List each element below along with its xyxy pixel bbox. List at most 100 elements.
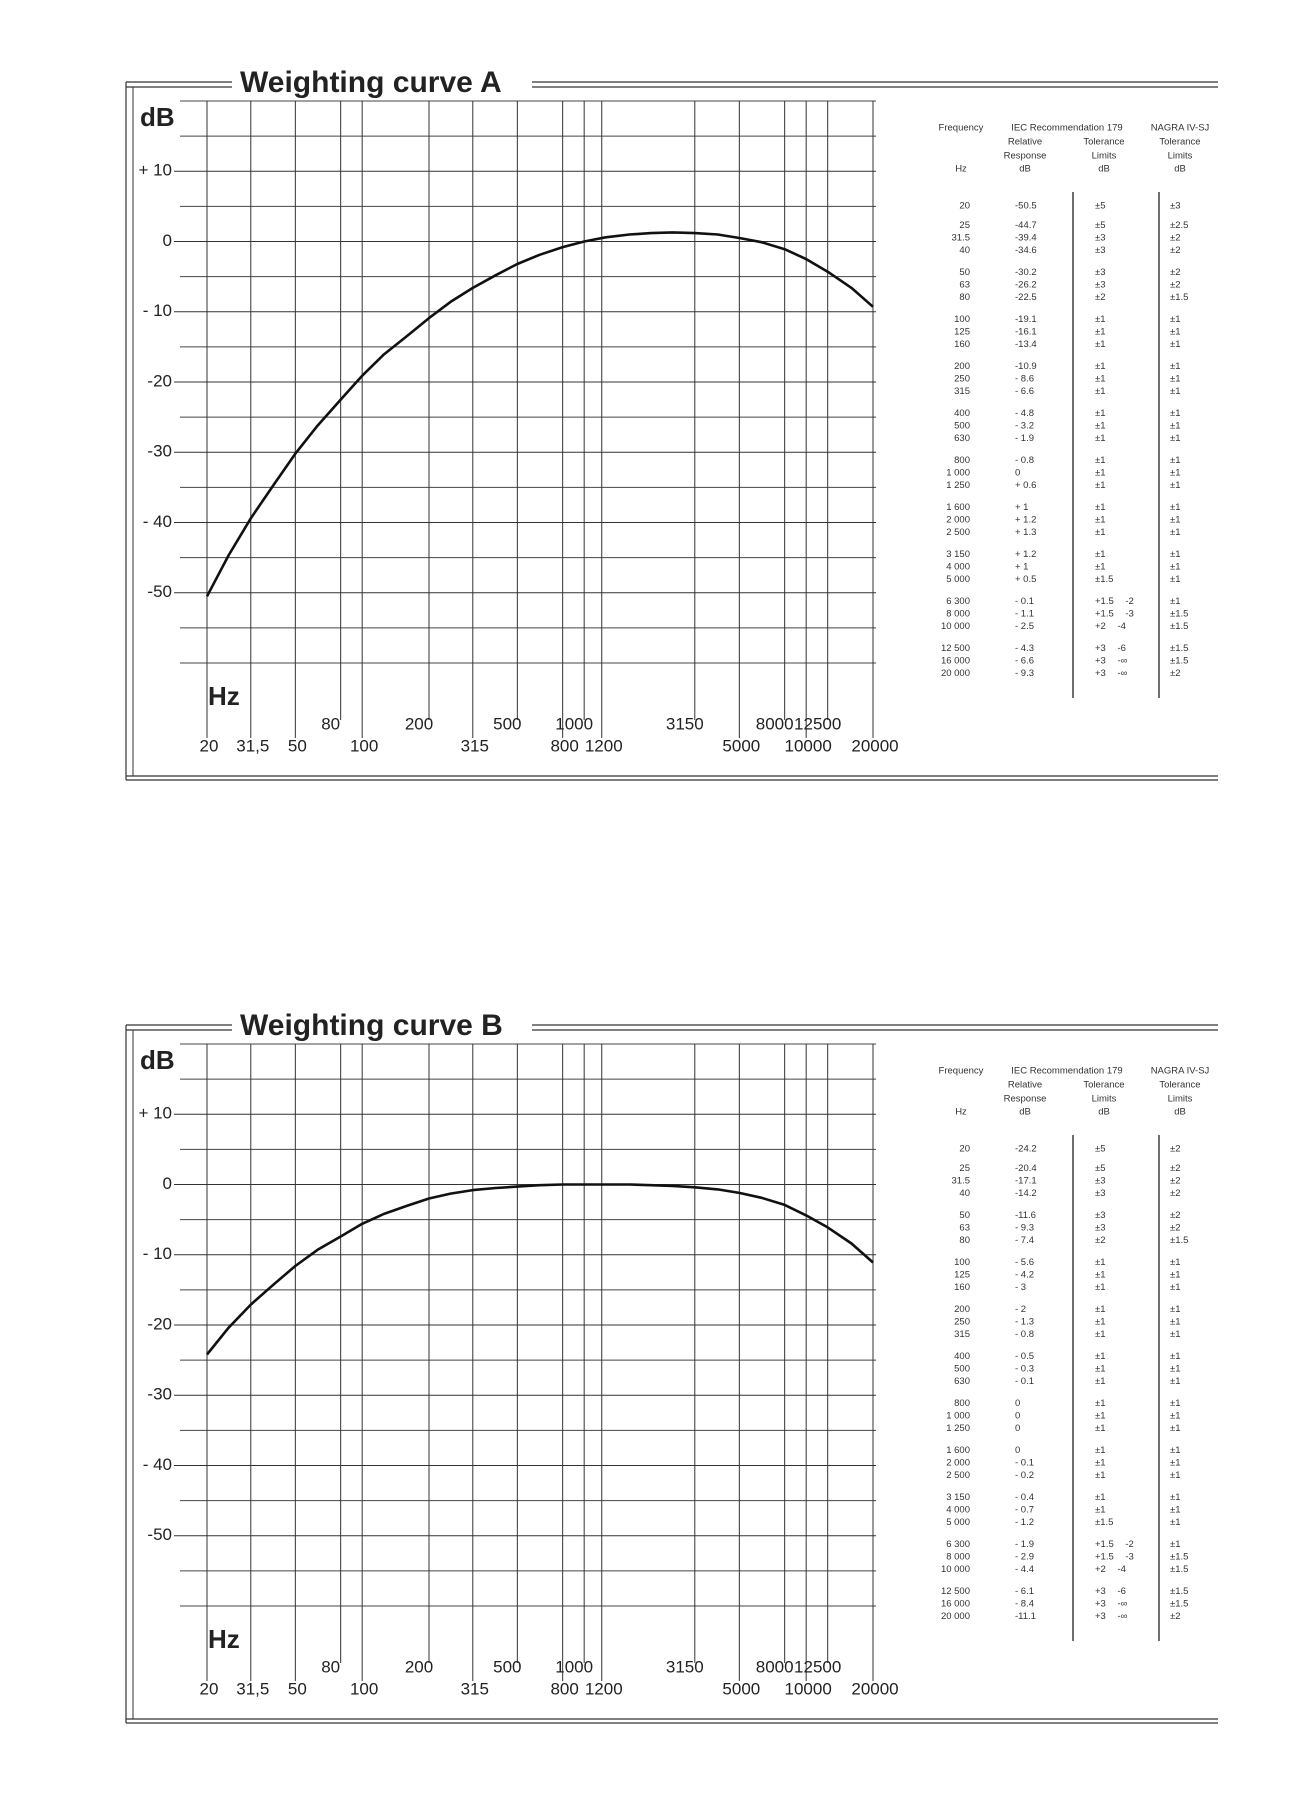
table-cell: 20 — [959, 201, 970, 212]
table-cell: -20.4 — [1015, 1163, 1037, 1174]
table-cell: 250 — [954, 1317, 970, 1328]
x-tick-label: 20 — [200, 1679, 219, 1698]
table-cell: ±5 — [1095, 1163, 1106, 1174]
table-cell: 10 000 — [941, 1564, 970, 1575]
table-cell: 100 — [954, 1257, 970, 1268]
y-tick-label: -30 — [147, 1385, 172, 1404]
table-cell: ±1 — [1095, 339, 1106, 350]
table-cell: - 1.1 — [1015, 609, 1034, 620]
table-cell: ±1.5 — [1170, 1564, 1188, 1575]
table-cell: -34.6 — [1015, 245, 1037, 256]
table-cell: 12 500 — [941, 643, 970, 654]
table-cell: +1.5 -3 — [1095, 1552, 1134, 1563]
table-cell: 6 300 — [946, 1539, 970, 1550]
table-cell: 315 — [954, 1329, 970, 1340]
table-cell: ±2 — [1170, 1210, 1181, 1221]
table-cell: - 4.2 — [1015, 1270, 1034, 1281]
table-cell: 2 000 — [946, 515, 970, 526]
y-tick-label: -20 — [147, 1314, 172, 1333]
table-cell: ±1 — [1095, 1257, 1106, 1268]
table-cell: - 1.9 — [1015, 1539, 1034, 1550]
table-cell: ±1 — [1170, 1270, 1181, 1281]
table-cell: ±1 — [1170, 1423, 1181, 1434]
x-tick-label: 31,5 — [236, 1679, 269, 1698]
y-tick-label: - 10 — [143, 1244, 172, 1263]
table-cell: 40 — [959, 245, 970, 256]
x-tick-label: 80 — [321, 1657, 340, 1676]
table-cell: ±1 — [1170, 1505, 1181, 1516]
table-cell: - 0.5 — [1015, 1351, 1034, 1362]
table-cell: ±1 — [1170, 1329, 1181, 1340]
table-cell: ±1 — [1095, 527, 1106, 538]
x-tick-label: 50 — [288, 736, 307, 755]
table-cell: + 1.3 — [1015, 527, 1036, 538]
table-cell: ±3 — [1095, 280, 1106, 291]
y-tick-label: + 10 — [138, 161, 172, 180]
table-header: Response — [1004, 1094, 1047, 1105]
table-cell: ±1 — [1095, 1470, 1106, 1481]
table-cell: 1 000 — [946, 468, 970, 479]
table-cell: 200 — [954, 361, 970, 372]
table-cell: -30.2 — [1015, 267, 1037, 278]
table-cell: ±1 — [1170, 527, 1181, 538]
x-tick-label: 8000 — [756, 1657, 794, 1676]
table-cell: ±1 — [1095, 455, 1106, 466]
x-tick-label: 500 — [493, 714, 521, 733]
y-tick-label: -20 — [147, 371, 172, 390]
table-cell: ±2 — [1095, 1235, 1106, 1246]
table-cell: -11.6 — [1015, 1210, 1036, 1221]
table-cell: ±1 — [1095, 433, 1106, 444]
table-cell: ±1.5 — [1170, 609, 1188, 620]
y-axis-label: dB — [140, 102, 175, 132]
table-cell: ±1 — [1095, 408, 1106, 419]
table-cell: ±1 — [1095, 1317, 1106, 1328]
table-cell: 0 — [1015, 1445, 1020, 1456]
table-header: dB — [1174, 1107, 1186, 1118]
table-cell: ±1 — [1170, 596, 1181, 607]
table-cell: ±1 — [1095, 480, 1106, 491]
table-cell: ±1 — [1095, 1351, 1106, 1362]
table-cell: 0 — [1015, 1411, 1020, 1422]
table-cell: ±1 — [1095, 502, 1106, 513]
curve — [205, 1183, 874, 1356]
table-cell: 800 — [954, 1398, 970, 1409]
table-cell: ±3 — [1095, 1188, 1106, 1199]
table-cell: + 0.6 — [1015, 480, 1036, 491]
table-cell: - 6.6 — [1015, 656, 1034, 667]
table-cell: +3 -6 — [1095, 1586, 1126, 1597]
table-cell: ±1 — [1170, 433, 1181, 444]
table-cell: ±1 — [1095, 1492, 1106, 1503]
table-header: dB — [1019, 164, 1031, 175]
table-cell: 0 — [1015, 1423, 1020, 1434]
table-header: Tolerance — [1083, 1080, 1124, 1091]
table-cell: ±1.5 — [1095, 1517, 1113, 1528]
table-cell: - 0.7 — [1015, 1505, 1034, 1516]
table-header: Response — [1004, 151, 1047, 162]
table-cell: -16.1 — [1015, 327, 1037, 338]
table-cell: +3 -∞ — [1095, 656, 1128, 667]
table-cell: -44.7 — [1015, 220, 1037, 231]
table-cell: ±5 — [1095, 220, 1106, 231]
table-cell: +1.5 -2 — [1095, 596, 1134, 607]
table-cell: + 1 — [1015, 562, 1028, 573]
table-header: Hz — [955, 164, 967, 175]
table-cell: - 0.1 — [1015, 596, 1034, 607]
table-cell: -14.2 — [1015, 1188, 1037, 1199]
y-tick-label: 0 — [163, 231, 172, 250]
table-cell: ±1 — [1095, 562, 1106, 573]
x-tick-label: 315 — [461, 1679, 489, 1698]
table-cell: ±1 — [1170, 339, 1181, 350]
table-cell: -11.1 — [1015, 1611, 1036, 1622]
y-tick-label: -50 — [147, 1525, 172, 1544]
x-tick-label: 1000 — [555, 1657, 593, 1676]
table-cell: - 4.8 — [1015, 408, 1034, 419]
table-cell: ±1 — [1095, 468, 1106, 479]
table-cell: ±1 — [1095, 374, 1106, 385]
table-cell: ±1 — [1095, 421, 1106, 432]
table-cell: - 0.8 — [1015, 455, 1034, 466]
table-cell: - 0.2 — [1015, 1470, 1034, 1481]
table-cell: 125 — [954, 1270, 970, 1281]
table-cell: - 4.3 — [1015, 643, 1034, 654]
x-tick-label: 500 — [493, 1657, 521, 1676]
